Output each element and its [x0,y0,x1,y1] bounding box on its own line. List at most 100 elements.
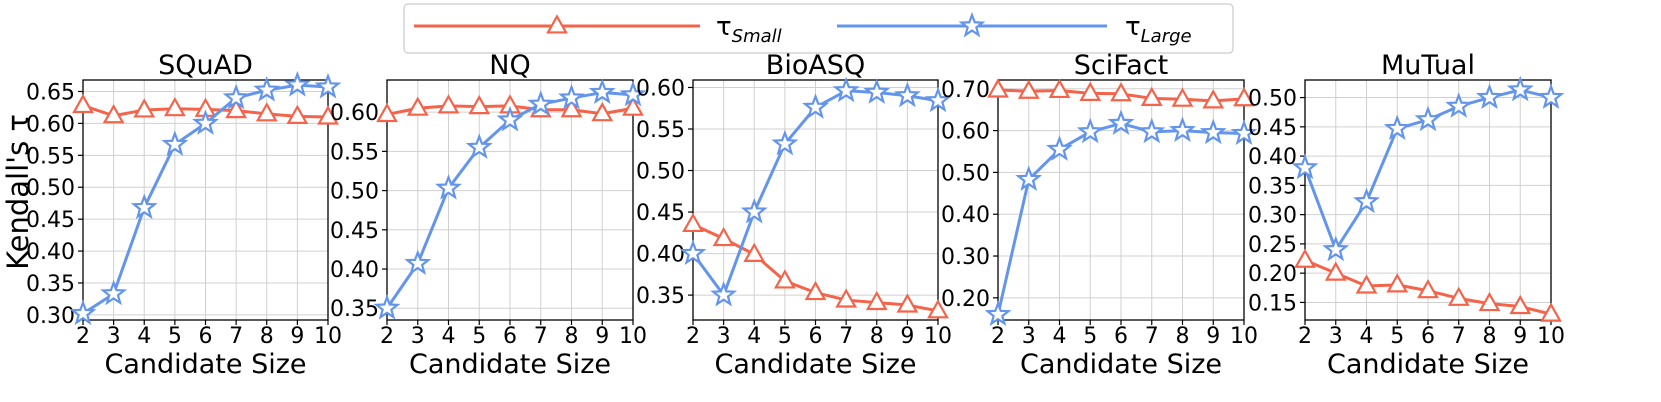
data-point-triangle [1509,294,1532,315]
x-tick-label: 2 [76,324,90,349]
legend-label-large: τLarge [1125,12,1192,47]
data-point-star [1076,117,1104,144]
x-tick-label: 9 [1206,324,1220,349]
y-tick-label: 0.30 [1248,204,1297,229]
data-point-triangle [1017,79,1040,99]
data-point-triangle [1140,86,1163,106]
data-point-star [435,174,462,200]
data-point-triangle [1447,286,1470,306]
data-point-triangle [773,269,796,289]
x-axis-label: Candidate Size [104,349,306,380]
data-point-triangle [163,96,186,117]
x-tick-label: 5 [1390,324,1404,349]
data-point-star [771,129,799,156]
data-point-triangle [1386,273,1409,293]
x-tick-label: 8 [1483,324,1497,349]
x-tick-label: 4 [1053,324,1067,349]
x-tick-label: 7 [229,324,243,349]
y-tick-label: 0.55 [330,140,379,165]
data-point-triangle [1048,78,1071,99]
series-tau-small [1294,248,1562,322]
data-point-triangle [1478,291,1501,312]
panel-bioasq: BioASQ 2 3 4 5 6 7 8 9 10 0.35 0.40 0.45 0.50 0.55 0.60… [636,50,952,380]
y-tick-label: 0.40 [636,243,685,268]
x-tick-label: 6 [199,324,213,349]
data-point-triangle [927,299,949,319]
series-tau-large [1291,75,1565,262]
data-point-star [740,197,768,224]
data-point-star [679,239,707,266]
x-tick-label: 5 [778,324,792,349]
y-tick-label: 0.45 [636,201,685,226]
x-tick-label: 10 [924,324,952,349]
data-point-star [1199,118,1227,145]
data-point-triangle [1417,278,1439,299]
data-point-star [1138,117,1166,144]
data-point-star [1169,116,1196,143]
legend-symbol: τ [1125,12,1141,42]
x-tick-label: 2 [380,324,394,349]
data-point-star [1291,153,1319,180]
x-axis-label: Candidate Size [1327,349,1529,380]
y-tick-label: 0.55 [636,118,685,143]
x-tick-label: 7 [1145,324,1159,349]
data-point-star [1046,135,1073,161]
data-point-triangle [437,94,460,114]
data-point-triangle [133,98,156,118]
data-point-triangle [1110,82,1132,102]
y-tick-label: 0.60 [26,112,75,137]
x-tick-label: 3 [717,324,731,349]
data-point-triangle [1233,87,1255,107]
y-tick-label: 0.20 [941,287,990,312]
x-tick-label: 2 [686,324,700,349]
y-tick-label: 0.35 [636,284,685,309]
x-tick-label: 5 [472,324,486,349]
x-tick-label: 3 [411,324,425,349]
data-point-star [619,80,647,107]
data-point-star [832,76,860,103]
data-point-triangle [560,98,583,118]
y-tick-label: 0.60 [636,76,685,101]
y-tick-label: 0.45 [1248,116,1297,141]
data-point-triangle [406,96,429,116]
series-tau-large [373,78,647,320]
legend-label-small: τSmall [716,12,782,47]
legend-marker-triangle [546,14,568,34]
data-point-triangle [896,293,919,313]
x-tick-label: 10 [619,324,647,349]
data-point-star [1015,165,1043,191]
series-tau-small [987,78,1255,109]
data-point-triangle [987,78,1009,98]
panel-title: SciFact [1074,50,1169,81]
data-point-triangle [317,105,339,125]
data-point-star [373,294,401,320]
x-tick-label: 6 [1114,324,1128,349]
y-tick-label: 0.30 [941,245,990,270]
data-point-triangle [1540,302,1562,322]
data-point-star [863,78,891,104]
data-point-star [314,72,342,99]
series-tau-small [682,212,949,319]
panel-squad: SQuAD 2 3 4 5 6 7 8 9 10 0.30 0.35 0.40 0.45 0.50 0.55 0… [26,50,342,380]
data-point-triangle [1202,89,1225,109]
y-tick-label: 0.15 [1248,291,1297,316]
y-tick-label: 0.45 [330,219,379,244]
data-point-triangle [72,93,94,114]
legend-subscript: Small [732,26,782,47]
x-tick-label: 7 [534,324,548,349]
y-tick-label: 0.60 [330,101,379,126]
data-point-star [558,83,585,110]
x-axis-label: Candidate Size [409,349,611,380]
data-point-star [1322,235,1350,262]
y-tick-label: 0.25 [1248,233,1297,258]
data-point-triangle [1355,274,1378,294]
panel-scifact: SciFact 2 3 4 5 6 7 8 9 10 0.20 0.30 0.40 0.50 0.60 0.7… [941,50,1258,380]
data-point-star [130,193,158,220]
data-point-star [527,90,555,116]
data-point-star [100,279,128,306]
x-tick-label: 8 [1176,324,1190,349]
x-tick-label: 3 [1022,324,1036,349]
y-tick-label: 0.50 [1248,87,1297,112]
